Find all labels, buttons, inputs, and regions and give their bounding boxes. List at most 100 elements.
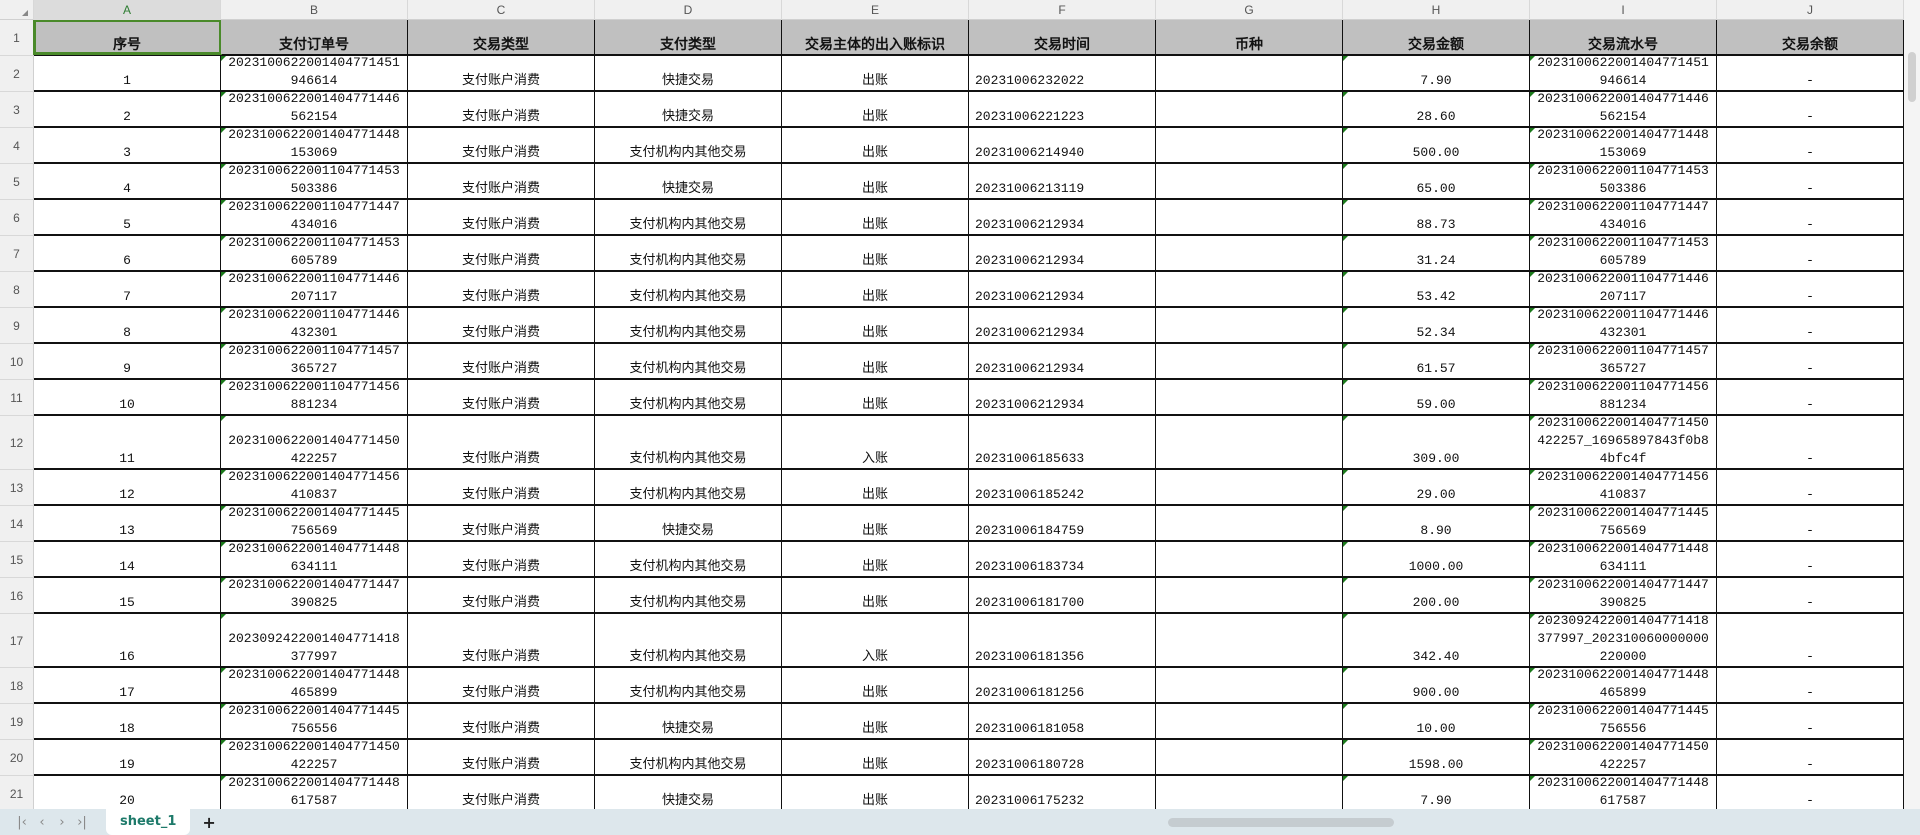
column-title-cell[interactable]: 交易金额 xyxy=(1343,20,1530,54)
cell-a[interactable]: 5 xyxy=(34,200,221,234)
cell-b[interactable]: 2023100622001104771446432301 xyxy=(221,307,408,342)
cell-f[interactable]: 20231006212934 xyxy=(969,236,1156,270)
cell-j[interactable]: - xyxy=(1717,614,1904,666)
cell-i[interactable]: 2023100622001404771448153069 xyxy=(1530,127,1717,162)
cell-b[interactable]: 2023100622001404771446562154 xyxy=(221,91,408,126)
row-header[interactable]: 14 xyxy=(0,506,34,542)
column-title-cell[interactable]: 支付类型 xyxy=(595,20,782,54)
horizontal-scrollbar[interactable] xyxy=(1140,815,1880,829)
cell-b[interactable]: 2023100622001404771445756569 xyxy=(221,505,408,540)
cell-b[interactable]: 2023100622001404771448153069 xyxy=(221,127,408,162)
cell-g[interactable] xyxy=(1156,614,1343,666)
cell-j[interactable]: - xyxy=(1717,56,1904,90)
cell-c[interactable]: 支付账户消费 xyxy=(408,740,595,774)
cell-c[interactable]: 支付账户消费 xyxy=(408,416,595,468)
cell-e[interactable]: 入账 xyxy=(782,614,969,666)
cell-a[interactable]: 3 xyxy=(34,128,221,162)
cell-e[interactable]: 出账 xyxy=(782,668,969,702)
cell-e[interactable]: 入账 xyxy=(782,416,969,468)
cell-h[interactable]: 8.90 xyxy=(1343,506,1530,540)
cell-j[interactable]: - xyxy=(1717,308,1904,342)
cell-i[interactable]: 2023100622001104771446432301 xyxy=(1530,307,1717,342)
vertical-scrollbar[interactable] xyxy=(1904,0,1920,809)
cell-c[interactable]: 支付账户消费 xyxy=(408,380,595,414)
cell-j[interactable]: - xyxy=(1717,704,1904,738)
cell-i[interactable]: 2023100622001104771446207117 xyxy=(1530,271,1717,306)
cell-d[interactable]: 快捷交易 xyxy=(595,164,782,198)
cell-g[interactable] xyxy=(1156,164,1343,198)
cell-c[interactable]: 支付账户消费 xyxy=(408,704,595,738)
cell-i[interactable]: 2023100622001104771456881234 xyxy=(1530,379,1717,414)
cell-a[interactable]: 8 xyxy=(34,308,221,342)
cell-a[interactable]: 6 xyxy=(34,236,221,270)
cell-i[interactable]: 2023100622001404771450422257 xyxy=(1530,739,1717,774)
cell-g[interactable] xyxy=(1156,740,1343,774)
row-header[interactable]: 16 xyxy=(0,578,34,614)
column-header-c[interactable]: C xyxy=(408,0,595,20)
row-header[interactable]: 11 xyxy=(0,380,34,416)
column-title-cell[interactable]: 交易流水号 xyxy=(1530,20,1717,54)
cell-a[interactable]: 10 xyxy=(34,380,221,414)
cell-b[interactable]: 2023100622001104771456881234 xyxy=(221,379,408,414)
cell-j[interactable]: - xyxy=(1717,776,1904,809)
cell-c[interactable]: 支付账户消费 xyxy=(408,92,595,126)
row-header[interactable]: 10 xyxy=(0,344,34,380)
cell-f[interactable]: 20231006181700 xyxy=(969,578,1156,612)
cell-b[interactable]: 2023100622001104771457365727 xyxy=(221,343,408,378)
cell-f[interactable]: 20231006212934 xyxy=(969,308,1156,342)
cell-h[interactable]: 31.24 xyxy=(1343,236,1530,270)
cell-h[interactable]: 10.00 xyxy=(1343,704,1530,738)
column-title-cell[interactable]: 交易余额 xyxy=(1717,20,1904,54)
cell-b[interactable]: 2023100622001404771451946614 xyxy=(221,55,408,90)
row-header[interactable]: 5 xyxy=(0,164,34,200)
cell-g[interactable] xyxy=(1156,776,1343,809)
row-header[interactable]: 8 xyxy=(0,272,34,308)
cell-e[interactable]: 出账 xyxy=(782,200,969,234)
cell-f[interactable]: 20231006185633 xyxy=(969,416,1156,468)
cell-e[interactable]: 出账 xyxy=(782,344,969,378)
cell-f[interactable]: 20231006221223 xyxy=(969,92,1156,126)
cell-c[interactable]: 支付账户消费 xyxy=(408,578,595,612)
cell-d[interactable]: 支付机构内其他交易 xyxy=(595,542,782,576)
cell-h[interactable]: 342.40 xyxy=(1343,614,1530,666)
cell-j[interactable]: - xyxy=(1717,128,1904,162)
column-header-j[interactable]: J xyxy=(1717,0,1904,20)
cell-e[interactable]: 出账 xyxy=(782,578,969,612)
cell-h[interactable]: 88.73 xyxy=(1343,200,1530,234)
cell-a[interactable]: 18 xyxy=(34,704,221,738)
cell-h[interactable]: 900.00 xyxy=(1343,668,1530,702)
cell-h[interactable]: 7.90 xyxy=(1343,56,1530,90)
column-header-i[interactable]: I xyxy=(1530,0,1717,20)
cell-j[interactable]: - xyxy=(1717,506,1904,540)
next-sheet-icon[interactable]: › xyxy=(59,814,65,830)
cell-i[interactable]: 2023100622001104771453503386 xyxy=(1530,163,1717,198)
cell-c[interactable]: 支付账户消费 xyxy=(408,128,595,162)
cell-b[interactable]: 2023100622001404771456410837 xyxy=(221,469,408,504)
cell-i[interactable]: 2023100622001404771448617587 xyxy=(1530,775,1717,809)
cell-a[interactable]: 2 xyxy=(34,92,221,126)
cell-b[interactable]: 2023100622001404771450422257 xyxy=(221,739,408,774)
cell-b[interactable]: 2023100622001404771448465899 xyxy=(221,667,408,702)
prev-sheet-icon[interactable]: ‹ xyxy=(39,814,45,830)
spreadsheet-grid[interactable]: 1 序号 支付订单号 交易类型 支付类型 交易主体的出入账标识 交易时间 币种 交易金额 交易流水… xyxy=(0,20,1904,809)
row-header[interactable]: 21 xyxy=(0,776,34,809)
cell-e[interactable]: 出账 xyxy=(782,128,969,162)
cell-b[interactable]: 2023100622001104771446207117 xyxy=(221,271,408,306)
cell-d[interactable]: 快捷交易 xyxy=(595,56,782,90)
cell-c[interactable]: 支付账户消费 xyxy=(408,164,595,198)
cell-c[interactable]: 支付账户消费 xyxy=(408,200,595,234)
cell-d[interactable]: 支付机构内其他交易 xyxy=(595,416,782,468)
row-header[interactable]: 9 xyxy=(0,308,34,344)
cell-d[interactable]: 支付机构内其他交易 xyxy=(595,200,782,234)
cell-j[interactable]: - xyxy=(1717,236,1904,270)
cell-e[interactable]: 出账 xyxy=(782,272,969,306)
cell-j[interactable]: - xyxy=(1717,344,1904,378)
cell-i[interactable]: 2023100622001404771445756556 xyxy=(1530,703,1717,738)
cell-f[interactable]: 20231006180728 xyxy=(969,740,1156,774)
column-header-f[interactable]: F xyxy=(969,0,1156,20)
cell-c[interactable]: 支付账户消费 xyxy=(408,272,595,306)
column-header-a[interactable]: A xyxy=(34,0,221,20)
cell-j[interactable]: - xyxy=(1717,470,1904,504)
row-header[interactable]: 19 xyxy=(0,704,34,740)
vertical-scroll-thumb[interactable] xyxy=(1908,52,1916,102)
